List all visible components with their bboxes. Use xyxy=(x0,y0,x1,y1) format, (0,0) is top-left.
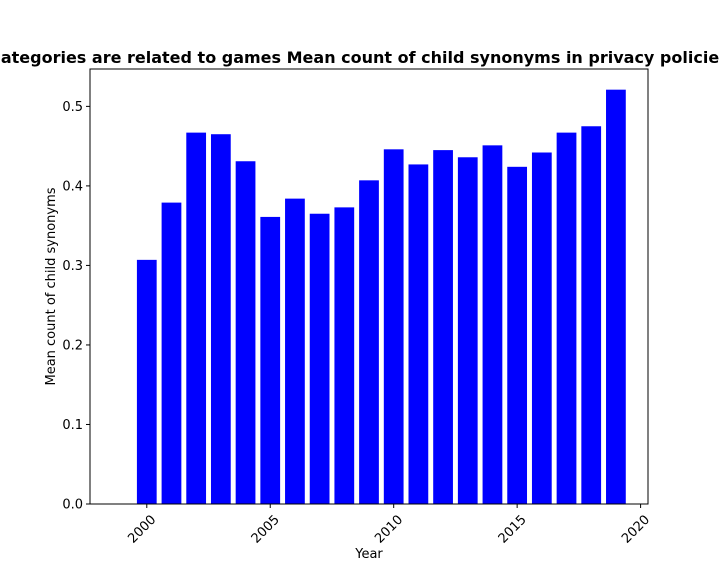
y-tick-label: 0.3 xyxy=(62,259,83,274)
bar-2013 xyxy=(457,157,478,504)
y-tick-label: 0.0 xyxy=(62,498,83,513)
y-axis-label: Mean count of child synonyms xyxy=(44,187,59,385)
x-tick-label: 2020 xyxy=(619,513,653,547)
x-tick-label: 2000 xyxy=(125,513,159,547)
x-tick-label: 2010 xyxy=(372,513,406,547)
y-tick-label: 0.5 xyxy=(62,100,83,115)
bar-2002 xyxy=(186,132,207,504)
y-tick-label: 0.2 xyxy=(62,338,83,353)
x-tick-label: 2015 xyxy=(496,513,530,547)
chart-title: ategories are related to games Mean coun… xyxy=(1,48,719,67)
bar-2018 xyxy=(581,126,602,505)
bar-2011 xyxy=(408,164,429,504)
bar-2016 xyxy=(531,152,552,504)
x-tick-label: 2005 xyxy=(249,513,283,547)
bar-2010 xyxy=(383,149,404,504)
plot-frame xyxy=(89,68,649,505)
y-axis: 0.0 0.1 0.2 0.3 0.4 0.5 xyxy=(62,100,90,513)
bar-2000 xyxy=(136,259,157,504)
x-axis: 2000 2005 2010 2015 2020 xyxy=(125,504,653,547)
bars-group xyxy=(136,89,626,505)
bar-2001 xyxy=(161,202,182,505)
bar-2019 xyxy=(606,89,626,504)
bar-2015 xyxy=(507,166,528,504)
bar-2017 xyxy=(556,132,577,504)
bar-2014 xyxy=(482,145,503,504)
y-tick-label: 0.1 xyxy=(62,418,83,433)
x-axis-label: Year xyxy=(354,547,383,562)
y-tick-label: 0.4 xyxy=(62,179,83,194)
bar-2012 xyxy=(433,150,453,504)
bar-2007 xyxy=(309,213,330,504)
bar-2004 xyxy=(235,161,256,504)
bar-2005 xyxy=(260,216,281,505)
bar-2009 xyxy=(359,180,379,505)
bar-2006 xyxy=(285,198,305,504)
bar-2003 xyxy=(210,134,231,504)
bar-2008 xyxy=(334,207,355,505)
